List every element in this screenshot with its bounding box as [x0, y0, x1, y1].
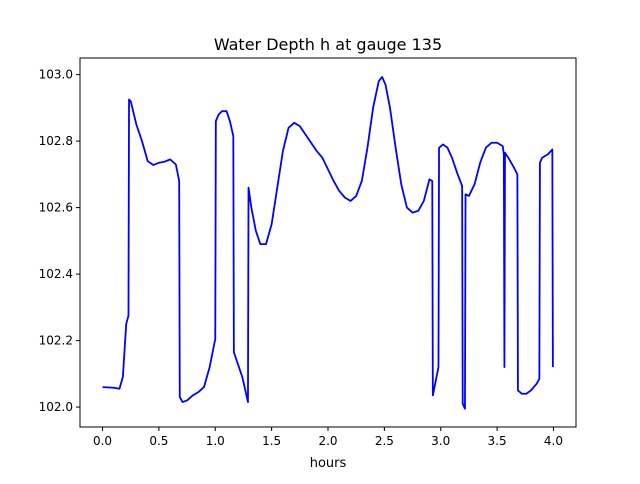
x-tick-label: 4.0 [544, 434, 563, 448]
chart-title: Water Depth h at gauge 135 [214, 35, 442, 54]
x-tick-label: 1.5 [262, 434, 281, 448]
y-tick-label: 102.2 [39, 334, 73, 348]
x-axis-label: hours [310, 456, 347, 471]
x-tick-label: 3.0 [431, 434, 450, 448]
x-tick-label: 0.0 [93, 434, 112, 448]
y-tick-label: 102.4 [39, 267, 73, 281]
x-tick-label: 3.5 [488, 434, 507, 448]
x-axis-ticks: 0.0 0.5 1.0 1.5 2.0 2.5 3.0 3.5 4.0 [93, 427, 563, 448]
series-line [102, 76, 554, 410]
y-axis-ticks: 102.0 102.2 102.4 102.6 102.8 103.0 [39, 68, 80, 414]
y-tick-label: 103.0 [39, 68, 73, 82]
x-tick-label: 0.5 [149, 434, 168, 448]
plot-frame [79, 57, 577, 428]
x-tick-label: 2.5 [375, 434, 394, 448]
x-tick-label: 2.0 [318, 434, 337, 448]
x-tick-label: 1.0 [206, 434, 225, 448]
y-tick-label: 102.8 [39, 134, 73, 148]
y-tick-label: 102.0 [39, 400, 73, 414]
y-tick-label: 102.6 [39, 201, 73, 215]
